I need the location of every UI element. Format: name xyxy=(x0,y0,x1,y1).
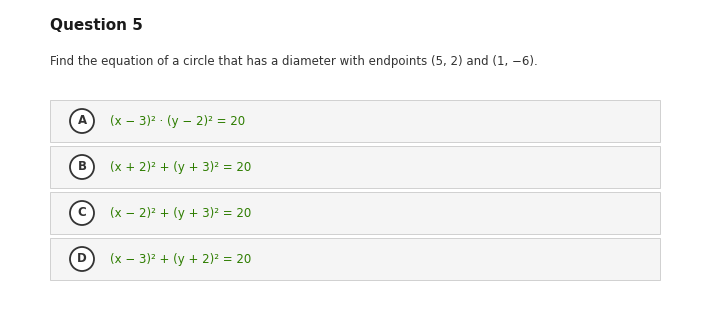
Text: Find the equation of a circle that has a diameter with endpoints (5, 2) and (1, : Find the equation of a circle that has a… xyxy=(50,55,538,68)
Bar xyxy=(50,238,660,280)
Circle shape xyxy=(70,201,94,225)
Text: (x − 3)² · (y − 2)² = 20: (x − 3)² · (y − 2)² = 20 xyxy=(110,114,245,127)
Circle shape xyxy=(70,247,94,271)
Text: (x − 3)² + (y + 2)² = 20: (x − 3)² + (y + 2)² = 20 xyxy=(110,252,251,265)
Text: B: B xyxy=(77,161,86,173)
Text: (x + 2)² + (y + 3)² = 20: (x + 2)² + (y + 3)² = 20 xyxy=(110,161,251,173)
Bar xyxy=(50,192,660,234)
Text: A: A xyxy=(77,114,86,127)
Circle shape xyxy=(70,155,94,179)
Text: (x − 2)² + (y + 3)² = 20: (x − 2)² + (y + 3)² = 20 xyxy=(110,206,251,220)
Text: C: C xyxy=(78,206,86,220)
Text: Question 5: Question 5 xyxy=(50,18,143,33)
Text: D: D xyxy=(77,252,87,265)
Circle shape xyxy=(70,109,94,133)
Bar xyxy=(50,100,660,142)
Bar xyxy=(50,146,660,188)
